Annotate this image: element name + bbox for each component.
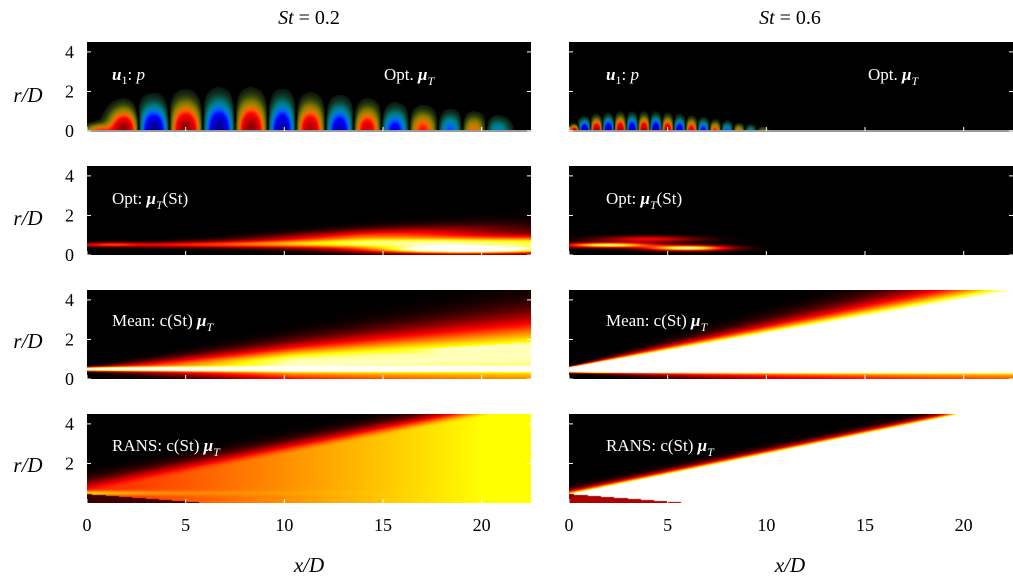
- x-tick-label: 5: [663, 515, 672, 535]
- heatmap-panel-r1-c1: [87, 42, 531, 131]
- x-tick-label: 10: [757, 515, 775, 535]
- column-title-left: St = 0.2: [278, 7, 340, 29]
- x-tick-label: 5: [181, 515, 190, 535]
- y-axis-label-row3: r/D: [13, 329, 42, 353]
- heatmap-panel-r1-c2: [569, 42, 1013, 131]
- axes: 0 2 4 0 2 4 0 2 4 2 4 0 5 10 15 20 0 5 10 15 20: [65, 42, 1013, 535]
- x-tick-label: 15: [856, 515, 874, 535]
- y-axis-label-row2: r/D: [13, 206, 42, 230]
- y-tick-label: 0: [65, 369, 74, 389]
- annotation-row4-left: RANS: c(St) μT: [112, 436, 221, 459]
- y-tick-label: 2: [65, 453, 74, 473]
- annotation-row1-left-opt: Opt. μT: [384, 65, 435, 88]
- heatmap-panel-r3-c1: [87, 290, 531, 379]
- x-tick-label: 0: [83, 515, 92, 535]
- y-tick-label: 0: [65, 121, 74, 141]
- heatmap-panel-r4-c2: [569, 414, 1013, 503]
- y-tick-label: 0: [65, 245, 74, 265]
- heatmap-panel-r2-c2: [569, 166, 1013, 255]
- annotation-row2-right: Opt: μT(St): [606, 189, 682, 212]
- y-tick-label: 2: [65, 329, 74, 349]
- y-tick-label: 2: [65, 81, 74, 101]
- panels: [87, 42, 1013, 503]
- annotation-row4-right: RANS: c(St) μT: [606, 436, 715, 459]
- x-tick-label: 15: [374, 515, 392, 535]
- annotation-row2-left: Opt: μT(St): [112, 189, 188, 212]
- y-axis-label-row1: r/D: [13, 83, 42, 107]
- x-axis-label-left: x/D: [293, 553, 324, 577]
- x-tick-label: 20: [473, 515, 491, 535]
- y-tick-label: 4: [65, 166, 74, 186]
- x-tick-label: 0: [565, 515, 574, 535]
- x-tick-label: 20: [955, 515, 973, 535]
- annotation-row1-right: u1: p: [606, 65, 639, 87]
- heatmap-panel-r3-c2: [569, 290, 1013, 379]
- heatmap-panel-r2-c1: [87, 166, 531, 255]
- y-tick-label: 2: [65, 205, 74, 225]
- annotation-row3-right: Mean: c(St) μT: [606, 311, 708, 334]
- y-tick-label: 4: [65, 414, 74, 434]
- annotation-row1-left: u1: p: [112, 65, 145, 87]
- y-tick-label: 4: [65, 42, 74, 62]
- annotation-row3-left: Mean: c(St) μT: [112, 311, 214, 334]
- heatmap-panel-r4-c1: [87, 414, 531, 503]
- column-title-right: St = 0.6: [759, 7, 821, 29]
- x-tick-label: 10: [275, 515, 293, 535]
- y-tick-label: 4: [65, 290, 74, 310]
- x-axis-label-right: x/D: [774, 553, 805, 577]
- annotation-row1-right-opt: Opt. μT: [868, 65, 919, 88]
- y-axis-label-row4: r/D: [13, 453, 42, 477]
